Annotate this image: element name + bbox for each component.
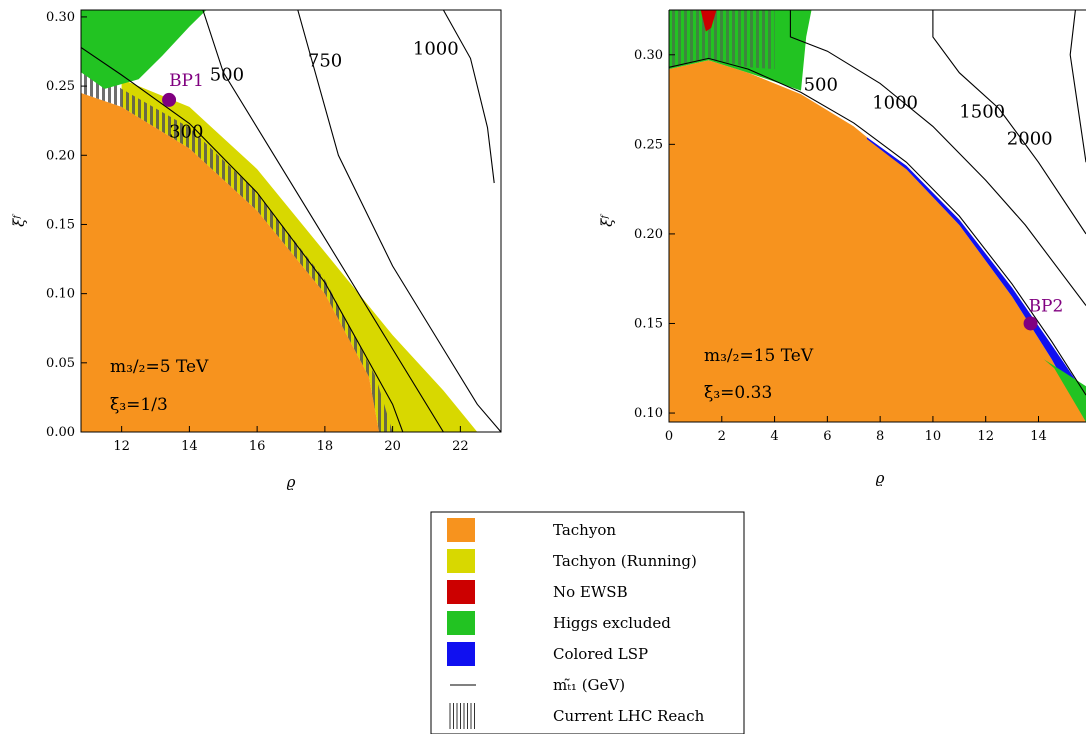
left-y-axis-label: ξᶠ	[10, 214, 28, 227]
y-tick-label: 0.25	[46, 79, 75, 94]
legend-item: Higgs excluded	[447, 611, 671, 635]
y-tick-label: 0.05	[46, 356, 75, 371]
contour-line-2000	[1069, 10, 1086, 163]
right-x-axis-label: ϱ	[876, 469, 885, 487]
right-x-ticks: 0 2 4 6 8 10 12 14	[665, 416, 1047, 444]
contour-label-750: 750	[308, 51, 342, 72]
x-tick-label: 10	[925, 429, 942, 444]
legend-label: No EWSB	[553, 583, 628, 601]
legend-label: Current LHC Reach	[553, 707, 705, 725]
benchmark-label-bp1: BP1	[169, 71, 204, 91]
x-tick-label: 2	[718, 429, 726, 444]
contour-line-300	[81, 46, 404, 432]
legend-swatch	[447, 580, 475, 604]
legend-item: Tachyon (Running)	[447, 549, 697, 573]
contour-line-1000	[789, 10, 1086, 306]
contour-label-2000: 2000	[1007, 128, 1053, 149]
x-tick-label: 14	[181, 439, 198, 454]
left-contour-labels: 300 500 750 1000	[169, 38, 459, 142]
left-plot-frame	[80, 9, 502, 433]
x-tick-label: 20	[384, 439, 401, 454]
y-tick-label: 0.15	[634, 316, 663, 331]
y-tick-label: 0.10	[46, 287, 75, 302]
legend-hatch-sample	[449, 703, 475, 729]
contour-label-1000: 1000	[872, 93, 918, 114]
benchmark-point-bp1	[162, 92, 177, 107]
right-y-axis-label: ξᶠ	[598, 214, 616, 227]
left-y-ticks: 0.00 0.05 0.10 0.15 0.20 0.25 0.30	[46, 10, 87, 440]
stop-mass-contours	[669, 10, 1086, 396]
left-annotation-mass: m₃/₂=5 TeV	[110, 357, 209, 377]
legend: Tachyon Tachyon (Running) No EWSB Higgs exc…	[430, 511, 745, 734]
y-tick-label: 0.00	[46, 425, 75, 440]
legend-swatch	[447, 611, 475, 635]
legend-label: Tachyon (Running)	[553, 552, 697, 570]
right-annotation-xi3: ξ₃=0.33	[704, 383, 772, 403]
legend-items: Tachyon Tachyon (Running) No EWSB Higgs exc…	[447, 518, 705, 729]
y-tick-label: 0.25	[634, 137, 663, 152]
contour-label-300: 300	[169, 121, 203, 142]
benchmark-label-bp2: BP2	[1029, 296, 1064, 316]
right-chart-panel: 0 2 4 6 8 10 12 14 0.10 0.15 0.20 0.25 0.30 ϱ ξᶠ 50…	[598, 9, 1086, 487]
legend-label: mₜ̃₁ (GeV)	[553, 676, 625, 694]
y-tick-label: 0.20	[634, 227, 663, 242]
benchmark-point-bp2	[1023, 316, 1038, 331]
legend-label: Higgs excluded	[553, 614, 671, 632]
left-chart-panel: 12 14 16 18 20 22 0.00 0.05 0.10 0.15 0.20 0.25 0.3…	[10, 9, 502, 491]
contour-line-500	[669, 57, 1086, 396]
legend-swatch	[447, 642, 475, 666]
no-ewsb-region	[700, 10, 717, 32]
lhc-reach-hatch	[669, 10, 775, 70]
y-tick-label: 0.20	[46, 148, 75, 163]
lhc-reach-hatch	[81, 58, 393, 432]
left-x-axis-label: ϱ	[287, 473, 296, 491]
tachyon-region	[81, 93, 380, 432]
contour-line-500	[202, 10, 444, 432]
y-tick-label: 0.10	[634, 406, 663, 421]
y-tick-label: 0.30	[634, 48, 663, 63]
contour-label-500: 500	[210, 65, 244, 86]
contour-line-1500	[932, 10, 1086, 235]
stop-mass-contours	[81, 10, 501, 432]
x-tick-label: 12	[113, 439, 130, 454]
higgs-excluded-region-lower	[1043, 359, 1086, 422]
legend-item: mₜ̃₁ (GeV)	[450, 676, 625, 694]
legend-box	[430, 511, 745, 734]
left-x-ticks: 12 14 16 18 20 22	[113, 426, 469, 454]
left-annotation-xi3: ξ₃=1/3	[110, 395, 168, 415]
x-tick-label: 12	[977, 429, 994, 444]
legend-swatch	[447, 549, 475, 573]
contour-label-500: 500	[804, 75, 838, 96]
legend-swatch	[447, 518, 475, 542]
x-tick-label: 0	[665, 429, 673, 444]
tachyon-region	[669, 60, 1086, 422]
legend-item: Current LHC Reach	[449, 703, 705, 729]
x-tick-label: 4	[770, 429, 778, 444]
contour-line-750	[297, 10, 501, 432]
legend-item: Tachyon	[447, 518, 616, 542]
right-annotation-mass: m₃/₂=15 TeV	[704, 346, 814, 366]
x-tick-label: 22	[452, 439, 469, 454]
x-tick-label: 18	[317, 439, 334, 454]
right-y-ticks: 0.10 0.15 0.20 0.25 0.30	[634, 48, 675, 421]
y-tick-label: 0.30	[46, 10, 75, 25]
legend-item: Colored LSP	[447, 642, 648, 666]
x-tick-label: 6	[823, 429, 831, 444]
legend-item: No EWSB	[447, 580, 628, 604]
legend-label: Colored LSP	[553, 645, 648, 663]
x-tick-label: 14	[1030, 429, 1047, 444]
x-tick-label: 16	[249, 439, 266, 454]
x-tick-label: 8	[876, 429, 884, 444]
contour-line-1000	[442, 10, 495, 184]
y-tick-label: 0.15	[46, 217, 75, 232]
contour-label-1000: 1000	[413, 38, 459, 59]
legend-label: Tachyon	[553, 521, 616, 539]
contour-label-1500: 1500	[959, 102, 1005, 123]
